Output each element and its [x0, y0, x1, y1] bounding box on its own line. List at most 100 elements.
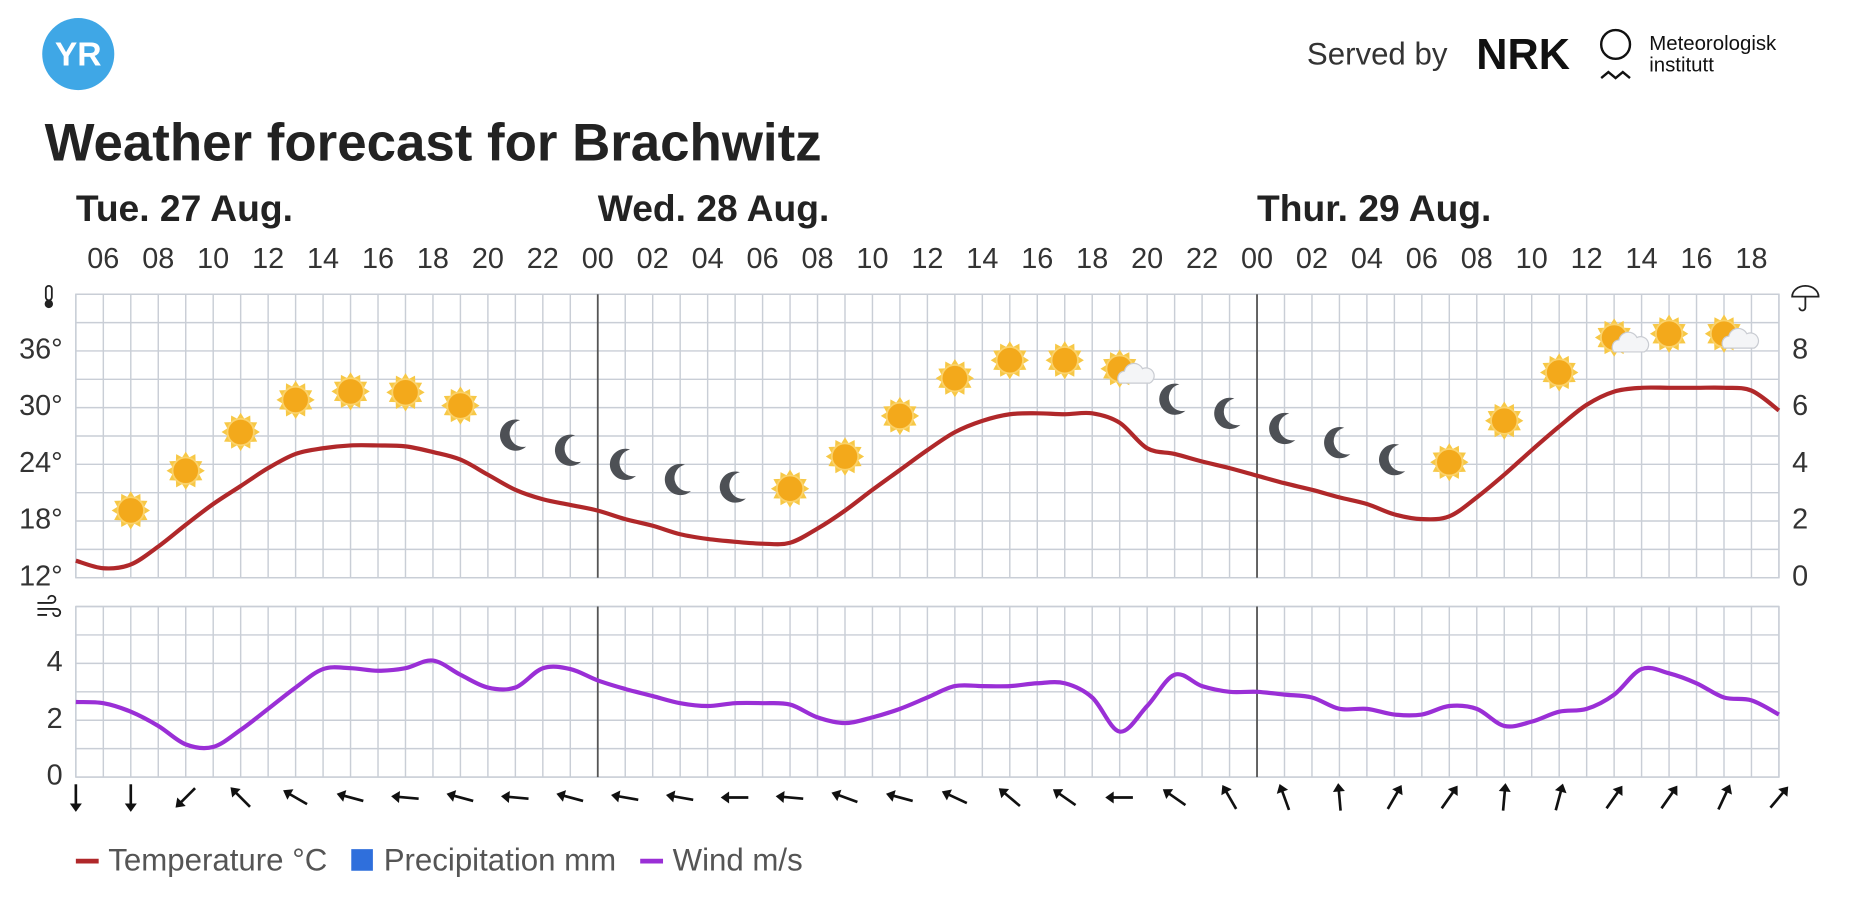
arrow-head [1392, 785, 1403, 796]
arrow-head [336, 790, 347, 802]
arrow-head [998, 788, 1010, 799]
wind-arrow [665, 790, 694, 803]
sun-disc [940, 364, 969, 393]
wind-arrow [611, 790, 639, 803]
logo-text: YR [55, 36, 102, 73]
x-tick-label: 12 [1571, 243, 1603, 275]
x-tick-label: 20 [472, 243, 504, 275]
x-tick-label: 10 [856, 243, 888, 275]
x-tick-label: 18 [417, 243, 449, 275]
legend-swatch [351, 849, 373, 871]
sun-disc [281, 385, 310, 414]
moon [664, 463, 691, 496]
x-tick-label: 06 [1406, 243, 1438, 275]
arrow-head [446, 790, 457, 802]
weather-symbol [221, 412, 260, 452]
cloud [1721, 327, 1760, 349]
weather-symbol [1430, 443, 1469, 482]
wind-arrow [1717, 784, 1732, 811]
weather-symbol [554, 434, 582, 466]
sun-disc [446, 391, 475, 420]
sun-disc [1435, 448, 1464, 477]
served-by: Served by [1307, 37, 1448, 72]
weather-symbol [111, 491, 150, 530]
arrow-head [1554, 783, 1567, 794]
wind-arrow [1440, 785, 1458, 810]
weather-symbol [1485, 401, 1524, 440]
y-tick-label: 36° [19, 334, 63, 366]
weather-symbol [664, 463, 691, 496]
y-tick-label: 24° [19, 447, 63, 479]
arrow-head [1447, 785, 1458, 797]
sun-disc [1050, 346, 1079, 375]
weather-symbol [1269, 412, 1296, 445]
sun-disc [226, 417, 255, 447]
y-tick-label: 18° [19, 504, 63, 536]
arrow-head [1498, 783, 1511, 793]
wind-arrow [1105, 791, 1133, 804]
x-tick-label: 18 [1735, 243, 1767, 275]
weather-symbol [166, 451, 205, 490]
wind-arrow [1386, 785, 1403, 810]
wind-arrow [501, 790, 529, 803]
arrow-head [941, 789, 952, 801]
x-tick-label: 02 [1296, 243, 1328, 275]
x-tick-label: 16 [362, 243, 394, 275]
arrow-head [720, 791, 730, 804]
weather-symbol [1159, 383, 1186, 415]
wind-tick-label: 0 [47, 760, 63, 792]
x-tick-label: 12 [252, 243, 284, 275]
x-tick-label: 22 [1186, 243, 1218, 275]
x-tick-label: 14 [966, 243, 998, 275]
x-tick-label: 14 [1626, 243, 1658, 275]
day-label: Wed. 28 Aug. [598, 187, 830, 229]
x-tick-label: 18 [1076, 243, 1108, 275]
wind-arrow [998, 788, 1021, 807]
weather-symbol [880, 396, 920, 436]
weather-symbol [1378, 444, 1406, 476]
arrow-head [124, 803, 137, 812]
wind-arrow [1605, 785, 1623, 810]
wind-arrow [831, 789, 858, 804]
nrk-logo: NRK [1476, 31, 1570, 79]
x-tick-label: 00 [1241, 243, 1273, 275]
moon [1324, 427, 1351, 459]
moon [554, 434, 582, 466]
wind-arrow [556, 790, 584, 803]
plot-frame [75, 293, 1780, 579]
line [75, 658, 1780, 751]
wind-arrow [1052, 789, 1077, 807]
line [75, 385, 1781, 571]
met-name: institutt [1649, 54, 1714, 76]
sun-disc [391, 378, 420, 407]
wind-arrow [1162, 789, 1187, 807]
arrow-head [886, 790, 896, 802]
wind-arrow [446, 790, 474, 803]
arrow-head [391, 790, 401, 803]
moon [719, 471, 746, 503]
day-label: Tue. 27 Aug. [76, 187, 293, 229]
day-label: Thur. 29 Aug. [1257, 187, 1491, 229]
wind-arrow [1276, 783, 1291, 811]
arrow-head [1221, 785, 1232, 796]
wind-arrow [886, 790, 914, 803]
weather-symbol [719, 471, 746, 503]
weather-symbol [331, 372, 370, 411]
arrow-head [175, 797, 186, 808]
y-tick-label: 12° [19, 560, 63, 592]
sun-disc [885, 401, 915, 431]
wind-arrow [775, 790, 804, 803]
x-tick-label: 16 [1021, 243, 1053, 275]
moon [609, 448, 637, 481]
y-tick-label: 30° [19, 390, 63, 422]
sun-disc [1490, 406, 1519, 435]
wind-arrow [1221, 785, 1238, 810]
arrow-head [69, 803, 82, 812]
sun-disc [1545, 358, 1574, 387]
umbrella-icon [1791, 284, 1820, 312]
weather-symbol [609, 448, 637, 481]
wind-tick-label: 4 [47, 646, 63, 678]
weather-symbol [1045, 341, 1084, 380]
